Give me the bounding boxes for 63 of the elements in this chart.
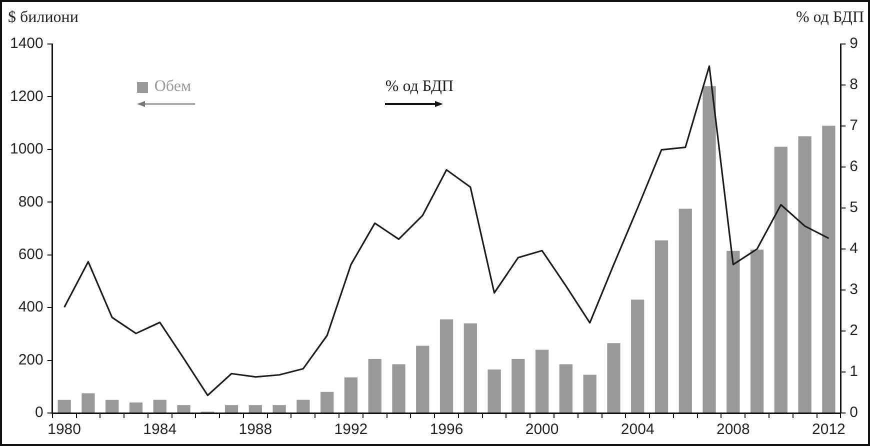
x-tick-label: 1984: [143, 421, 177, 438]
y2-tick-label: 5: [850, 199, 858, 216]
y-tick-label: 1200: [10, 88, 44, 105]
bar: [512, 358, 525, 412]
bar: [177, 405, 190, 412]
bar: [535, 350, 549, 412]
bar: [153, 400, 166, 412]
bar: [631, 300, 644, 412]
bar: [798, 136, 812, 412]
y2-tick-label: 4: [850, 240, 858, 258]
bar: [440, 319, 454, 412]
y-tick-label: 800: [18, 193, 44, 210]
x-tick-label: 1988: [238, 421, 272, 438]
y2-tick-label: 3: [850, 281, 858, 298]
bar: [607, 343, 620, 412]
y2-tick-label: 9: [850, 35, 858, 52]
y2-tick-label: 6: [850, 158, 858, 176]
y2-tick-label: 1: [850, 363, 858, 380]
y-tick-label: 600: [18, 246, 44, 263]
bar: [248, 405, 262, 412]
x-tick-label: 2004: [620, 421, 654, 438]
bar: [296, 400, 310, 412]
bar: [106, 400, 119, 412]
x-tick-label: 1996: [430, 421, 464, 438]
bar: [320, 392, 334, 412]
x-tick-label: 1992: [334, 421, 368, 438]
bar: [678, 208, 692, 412]
y2-tick-label: 0: [850, 404, 858, 422]
bar: [726, 250, 740, 412]
legend-label: Обем: [154, 78, 192, 96]
bar: [416, 346, 430, 412]
y-tick-label: 0: [35, 404, 44, 422]
bar: [392, 364, 406, 412]
y-tick-label: 200: [18, 351, 44, 368]
y-tick-label: 1000: [10, 140, 44, 158]
bar: [822, 126, 836, 412]
x-tick-label: 2000: [525, 421, 559, 438]
x-tick-label: 1980: [48, 421, 81, 438]
x-tick-label: 2012: [812, 421, 846, 438]
bar: [129, 402, 143, 412]
bar: [368, 358, 382, 412]
bar: [559, 364, 573, 412]
bar: [774, 146, 788, 412]
bar: [702, 86, 716, 412]
bar: [654, 240, 668, 412]
bar: [750, 250, 764, 412]
text: % од БДП: [385, 78, 454, 96]
bar: [583, 374, 596, 412]
bar: [82, 393, 95, 412]
x-tick-label: 2008: [716, 421, 750, 438]
y2-axis-title: % од БДП: [796, 9, 864, 26]
y2-tick-label: 8: [850, 76, 858, 94]
bar: [224, 405, 238, 412]
y-axis-title: $ билиони: [8, 9, 79, 26]
y-tick-label: 1400: [10, 35, 44, 52]
y2-tick-label: 7: [850, 117, 858, 134]
bar: [58, 400, 71, 412]
y2-tick-label: 2: [850, 322, 858, 340]
bar: [464, 323, 477, 412]
bar: [488, 370, 501, 412]
y-tick-label: 400: [18, 298, 44, 316]
bar: [272, 405, 286, 412]
bar: [344, 377, 358, 412]
